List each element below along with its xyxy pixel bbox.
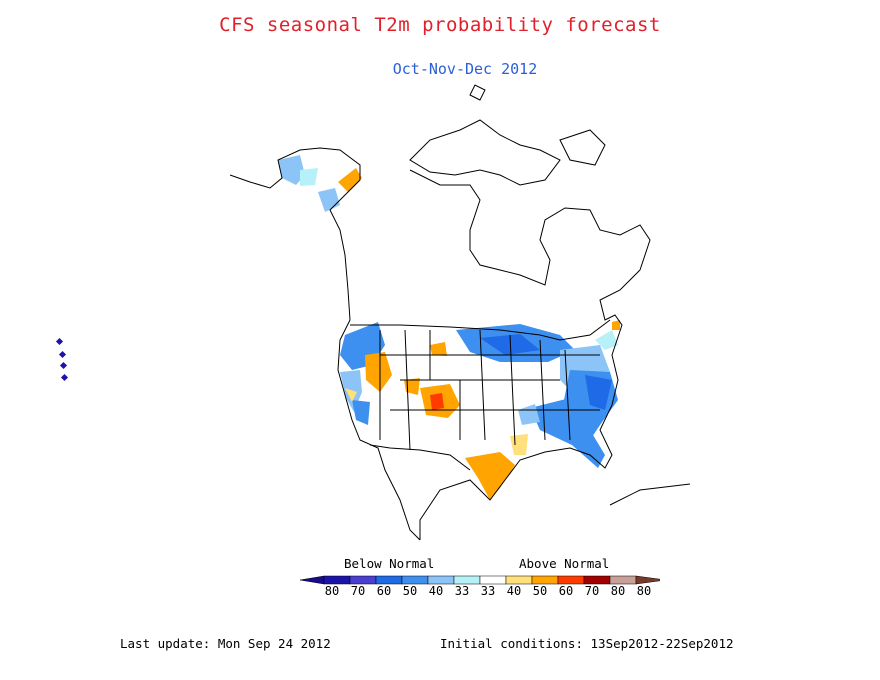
colorbar-swatch <box>401 575 429 585</box>
below-normal-label: Below Normal <box>344 556 435 571</box>
colorbar-tick-label: 33 <box>454 584 470 598</box>
colorbar-tick-label: 60 <box>558 584 574 598</box>
colorbar-swatch <box>531 575 559 585</box>
initial-conditions-text: Initial conditions: 13Sep2012-22Sep2012 <box>440 636 734 651</box>
above-normal-label: Above Normal <box>519 556 610 571</box>
colorbar-swatch <box>505 575 533 585</box>
probability-colorbar <box>300 575 660 585</box>
colorbar-tick-label: 70 <box>584 584 600 598</box>
colorbar-end-low <box>300 575 325 585</box>
colorbar-swatch <box>323 575 351 585</box>
colorbar-tick-label: 33 <box>480 584 496 598</box>
colorbar-swatch <box>375 575 403 585</box>
below-normal-shading <box>278 155 618 468</box>
colorbar-tick-label: 50 <box>402 584 418 598</box>
colorbar-tick-label: 80 <box>610 584 626 598</box>
map-outlines <box>229 84 691 541</box>
colorbar-swatch <box>349 575 377 585</box>
map-title: CFS seasonal T2m probability forecast <box>219 14 661 36</box>
colorbar-swatch <box>609 575 637 585</box>
colorbar-tick-label: 40 <box>428 584 444 598</box>
colorbar-swatch <box>557 575 585 585</box>
colorbar-end-high <box>635 575 660 585</box>
last-update-text: Last update: Mon Sep 24 2012 <box>120 636 331 651</box>
colorbar-swatch <box>453 575 481 585</box>
map-subtitle: Oct-Nov-Dec 2012 <box>392 60 538 78</box>
colorbar-tick-label: 40 <box>506 584 522 598</box>
hawaii-islands <box>55 337 69 382</box>
colorbar-tick-label: 50 <box>532 584 548 598</box>
colorbar-swatch <box>427 575 455 585</box>
colorbar-swatch <box>583 575 611 585</box>
colorbar-tick-label: 60 <box>376 584 392 598</box>
colorbar-tick-label: 70 <box>350 584 366 598</box>
colorbar-tick-label: 80 <box>636 584 652 598</box>
colorbar-tick-label: 80 <box>324 584 340 598</box>
colorbar-swatch <box>479 575 507 585</box>
